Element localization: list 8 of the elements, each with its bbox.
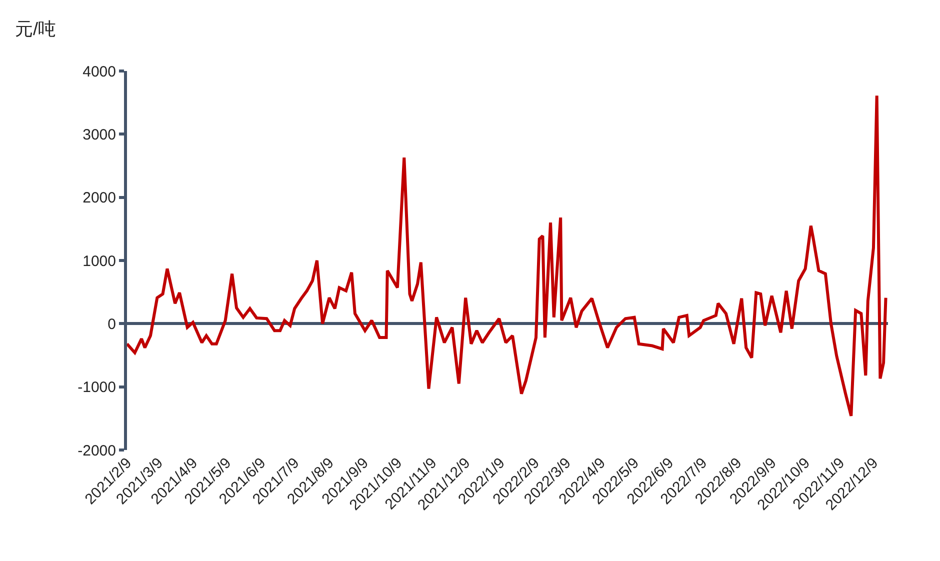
y-tick-label: 1000 xyxy=(82,252,116,270)
y-axis-title: 元/吨 xyxy=(15,19,56,39)
y-tick-label: 2000 xyxy=(82,190,116,207)
y-tick-label: -1000 xyxy=(78,379,116,396)
y-tick-label: 0 xyxy=(108,316,116,333)
y-tick-label: -2000 xyxy=(78,442,116,460)
y-tick-label: 4000 xyxy=(82,63,116,80)
y-tick-label: 3000 xyxy=(82,126,116,144)
